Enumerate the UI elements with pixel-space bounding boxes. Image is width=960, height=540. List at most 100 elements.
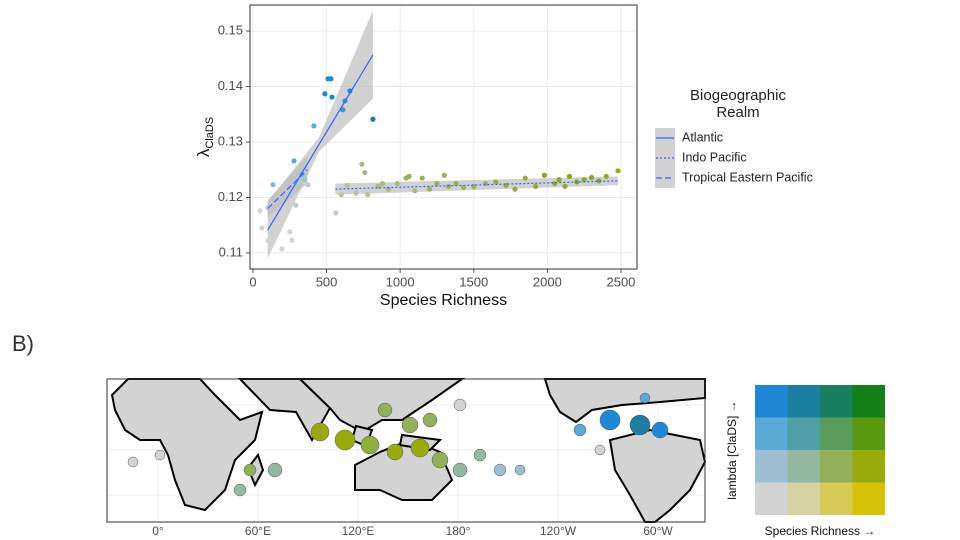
data-point (333, 210, 339, 216)
y-axis-subscript: ClaDS (204, 117, 216, 149)
x-tick-label: 60°W (643, 524, 673, 538)
reef-region (401, 416, 419, 434)
data-point (259, 225, 265, 231)
plot-border (249, 4, 638, 270)
data-point (365, 192, 371, 198)
reef-region (422, 412, 438, 428)
reef-region (651, 421, 669, 439)
x-tick-label: 0 (249, 274, 256, 289)
legend-cell (852, 482, 885, 515)
reef-region (639, 392, 651, 404)
y-axis-title: λClaDS (194, 117, 215, 157)
data-point (482, 180, 489, 187)
x-axis-title: Species Richness (380, 292, 507, 309)
legend-cell (755, 417, 788, 450)
data-point (359, 161, 365, 167)
data-point (302, 177, 308, 183)
legend-title: Biogeographic Realm (690, 87, 786, 121)
data-point (566, 173, 573, 179)
reef-region (386, 443, 404, 461)
data-point (338, 192, 344, 198)
reef-region (594, 444, 606, 456)
legend-cell (787, 385, 820, 418)
data-point (588, 174, 595, 181)
data-point (503, 182, 509, 188)
data-point (460, 184, 467, 191)
data-point (562, 183, 568, 189)
land (608, 428, 707, 523)
reef-region (243, 463, 257, 477)
data-point (305, 182, 311, 188)
legend-cell (755, 450, 788, 483)
data-point (322, 91, 328, 97)
legend-cell (852, 385, 885, 418)
reef-region (629, 414, 651, 436)
data-point (419, 175, 425, 181)
data-point (289, 237, 295, 243)
data-point (493, 179, 499, 185)
y-tick-label: 0.14 (218, 78, 243, 93)
x-tick-label: 60°E (245, 524, 271, 538)
data-point (441, 172, 447, 178)
reef-region (267, 462, 283, 478)
data-point (270, 182, 276, 188)
reef-region (473, 448, 487, 462)
legend-label: Atlantic (682, 130, 723, 144)
data-point (311, 123, 317, 129)
data-point (512, 186, 518, 192)
reef-region (599, 409, 621, 431)
confidence-ribbon (267, 10, 373, 259)
data-point (434, 180, 440, 187)
fit-line (267, 169, 308, 209)
reef-region (360, 435, 380, 455)
data-point (265, 238, 271, 244)
data-point (412, 188, 418, 194)
y-tick-label: 0.15 (218, 23, 243, 38)
data-point (406, 173, 412, 179)
data-point (362, 169, 368, 176)
legend-cell (820, 482, 853, 515)
x-tick-label: 120°E (342, 524, 375, 538)
panel-label: B) (12, 331, 34, 356)
land (110, 378, 264, 512)
data-point (329, 94, 335, 100)
legend-y-label: lambda [ClaDS] → (725, 400, 739, 499)
legend-cell (755, 482, 788, 515)
x-tick-label: 0° (152, 524, 164, 538)
data-point (552, 180, 558, 187)
legend-cell (820, 385, 853, 418)
y-tick-label: 0.11 (219, 244, 243, 259)
map-border (106, 378, 706, 523)
data-point (287, 229, 293, 235)
y-axis-symbol: λ (194, 148, 213, 157)
legend-cell (820, 450, 853, 483)
reef-region (154, 449, 166, 461)
legend-cell (755, 385, 788, 418)
data-point (340, 107, 346, 113)
data-point (291, 158, 297, 164)
data-point (347, 88, 353, 94)
data-point (328, 76, 334, 82)
x-tick-label: 2500 (606, 274, 635, 289)
data-point (532, 183, 539, 189)
reef-region (453, 398, 467, 412)
legend-cell (852, 450, 885, 483)
x-tick-label: 500 (316, 274, 338, 289)
reef-region (310, 422, 330, 442)
legend-cell (787, 482, 820, 515)
x-tick-label: 120°W (540, 524, 577, 538)
y-tick-label: 0.12 (218, 189, 243, 204)
y-tick-label: 0.13 (218, 133, 243, 148)
legend-label: Indo Pacific (682, 150, 747, 164)
data-point (581, 177, 587, 183)
data-point (603, 173, 609, 179)
data-point (370, 116, 376, 122)
reef-region (514, 464, 526, 476)
data-point (522, 175, 528, 181)
reef-region (431, 451, 449, 469)
x-tick-label: 2000 (533, 274, 562, 289)
reef-region (334, 429, 356, 451)
reef-region (377, 402, 393, 418)
x-tick-label: 180° (446, 524, 471, 538)
